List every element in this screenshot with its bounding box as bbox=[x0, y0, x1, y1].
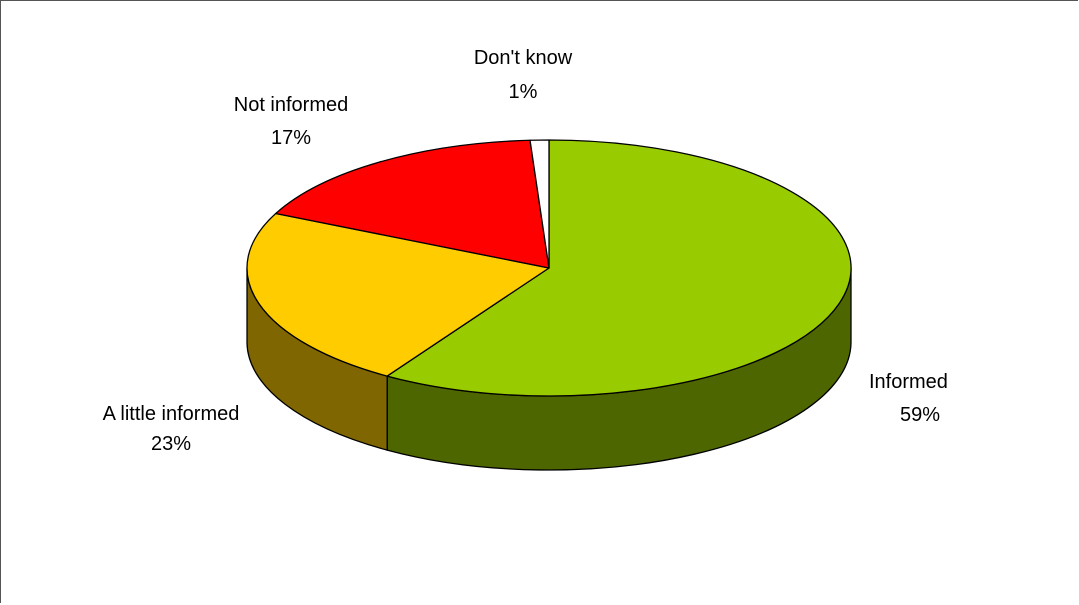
pie-tops bbox=[246, 139, 852, 397]
slice-value-not-informed: 17% bbox=[271, 127, 311, 149]
slice-value-don-t-know: 1% bbox=[509, 81, 538, 103]
slice-label-not-informed: Not informed bbox=[234, 94, 349, 116]
slice-value-informed: 59% bbox=[900, 404, 940, 426]
slice-value-a-little-informed: 23% bbox=[151, 433, 191, 455]
pie-slice-don-t-know bbox=[529, 139, 550, 269]
slice-label-don-t-know: Don't know bbox=[474, 47, 573, 69]
pie-slice-informed bbox=[386, 139, 852, 397]
slice-label-informed: Informed bbox=[869, 371, 948, 393]
pie-slice-not-informed bbox=[275, 139, 550, 269]
slice-labels: Informed 59% A little informed 23% Not infor… bbox=[103, 47, 948, 455]
slice-label-a-little-informed: A little informed bbox=[103, 403, 240, 425]
pie-slice-a-little-informed bbox=[246, 212, 550, 377]
